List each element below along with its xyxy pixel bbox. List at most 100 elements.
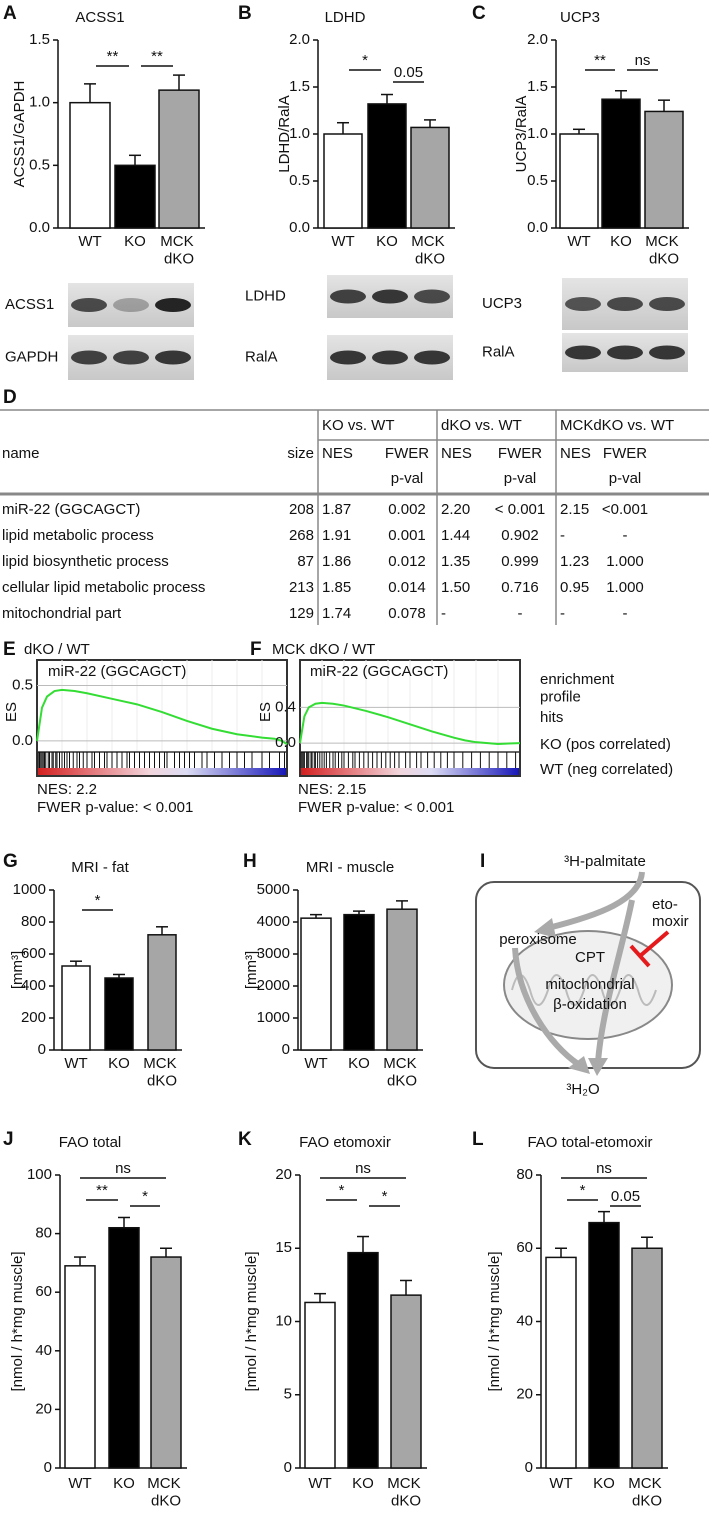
legend-entry-line: profile bbox=[540, 688, 581, 705]
bar bbox=[150, 1256, 182, 1469]
bar bbox=[158, 89, 200, 229]
significance-label: 0.05 bbox=[394, 64, 423, 81]
legend-entry: KO (pos correlated) bbox=[540, 736, 671, 753]
panel-label: E bbox=[3, 639, 16, 660]
bar bbox=[390, 1294, 422, 1469]
y-tick-label: 1.5 bbox=[29, 31, 50, 48]
y-tick-label: 0.0 bbox=[12, 732, 33, 749]
x-tick-label: MCK dKO bbox=[143, 1055, 181, 1089]
x-tick-label: WT bbox=[308, 1475, 331, 1492]
blot-band bbox=[113, 350, 149, 365]
y-tick-label: 0.5 bbox=[12, 676, 33, 693]
y-tick-label: 80 bbox=[516, 1166, 533, 1183]
x-tick-label-line: MCK bbox=[628, 1475, 666, 1492]
y-tick-label: 60 bbox=[516, 1239, 533, 1256]
blot-label: GAPDH bbox=[5, 348, 58, 365]
blot-band bbox=[414, 350, 450, 365]
table-cell: lipid biosynthetic process bbox=[2, 553, 169, 570]
bar bbox=[347, 1251, 379, 1469]
bar bbox=[64, 1265, 96, 1469]
panel-label: K bbox=[238, 1129, 252, 1150]
chart-subtitle: miR-22 (GGCAGCT) bbox=[310, 663, 448, 680]
blot-band bbox=[565, 297, 601, 311]
blot-label: LDHD bbox=[245, 287, 286, 304]
panel-label: A bbox=[3, 3, 17, 24]
panel-label: I bbox=[480, 851, 485, 872]
x-tick-label: KO bbox=[376, 233, 398, 250]
bar bbox=[147, 934, 177, 1051]
legend-entry: WT (neg correlated) bbox=[540, 761, 673, 778]
bar bbox=[343, 913, 375, 1051]
cristae bbox=[511, 974, 657, 1006]
y-tick-label: 0 bbox=[38, 1041, 46, 1058]
chart-title: ACSS1 bbox=[75, 9, 124, 26]
table-cell: 208 bbox=[289, 501, 314, 518]
blot-label: UCP3 bbox=[482, 295, 522, 312]
table-header: NES bbox=[322, 445, 353, 462]
y-tick-label: 15 bbox=[275, 1239, 292, 1256]
x-tick-label: WT bbox=[567, 233, 590, 250]
x-tick-label-line: MCK bbox=[143, 1055, 181, 1072]
table-cell: cellular lipid metabolic process bbox=[2, 579, 205, 596]
significance-label: * bbox=[95, 892, 101, 909]
table-cell: 1.000 bbox=[606, 579, 644, 596]
blot-band bbox=[330, 289, 366, 304]
table-cell: 87 bbox=[297, 553, 314, 570]
x-tick-label: KO bbox=[352, 1475, 374, 1492]
y-tick-label: 1.5 bbox=[527, 78, 548, 95]
table-cell: <0.001 bbox=[602, 501, 648, 518]
y-tick-label: 20 bbox=[35, 1400, 52, 1417]
x-tick-label-line: MCK bbox=[387, 1475, 425, 1492]
table-cell: 1.85 bbox=[322, 579, 351, 596]
x-tick-label: WT bbox=[78, 233, 101, 250]
table-cell: 1.23 bbox=[560, 553, 589, 570]
x-tick-label-line: MCK bbox=[645, 233, 683, 250]
arrowhead bbox=[588, 1058, 608, 1076]
y-tick-label: 40 bbox=[35, 1342, 52, 1359]
bar bbox=[367, 103, 407, 229]
y-tick-label: 2000 bbox=[257, 977, 290, 994]
bar bbox=[386, 908, 418, 1051]
x-tick-label-line: MCK bbox=[383, 1055, 421, 1072]
table-header: NES bbox=[560, 445, 591, 462]
x-tick-label: MCK dKO bbox=[383, 1055, 421, 1089]
panel-label: H bbox=[243, 851, 257, 872]
blot-band bbox=[372, 350, 408, 365]
y-tick-label: 1.0 bbox=[29, 94, 50, 111]
bar bbox=[304, 1301, 336, 1469]
blot-band bbox=[607, 345, 643, 360]
y-tick-label: 1000 bbox=[257, 1009, 290, 1026]
table-group-header: dKO vs. WT bbox=[441, 417, 522, 434]
significance-label: * bbox=[580, 1182, 586, 1199]
bar bbox=[601, 98, 641, 229]
table-cell: lipid metabolic process bbox=[2, 527, 154, 544]
inhibition bbox=[638, 930, 670, 958]
table-cell: < 0.001 bbox=[495, 501, 545, 518]
blot-band bbox=[71, 350, 107, 365]
bar bbox=[300, 917, 332, 1051]
table-cell: 1.000 bbox=[606, 553, 644, 570]
blot-band bbox=[607, 297, 643, 311]
table-cell: 0.078 bbox=[388, 605, 426, 622]
table-header: size bbox=[287, 445, 314, 462]
table-cell: miR-22 (GGCAGCT) bbox=[2, 501, 140, 518]
inhibition-bar bbox=[629, 944, 651, 968]
x-tick-label-line: MCK bbox=[411, 233, 449, 250]
significance-label: ns bbox=[115, 1160, 131, 1177]
blot-band bbox=[155, 350, 191, 365]
x-tick-label: WT bbox=[331, 233, 354, 250]
significance-label: ns bbox=[635, 52, 651, 69]
x-tick-label-line: dKO bbox=[632, 1492, 662, 1509]
y-axis-label: ES bbox=[257, 702, 274, 722]
legend-entry-line: enrichment bbox=[540, 671, 618, 688]
y-axis-label: LDHD/RalA bbox=[276, 95, 293, 173]
y-tick-label: 1.5 bbox=[289, 78, 310, 95]
y-tick-label: 800 bbox=[21, 913, 46, 930]
diagram-inhibitor: moxir bbox=[652, 913, 689, 930]
panel-label: L bbox=[472, 1129, 484, 1150]
table-cell: 268 bbox=[289, 527, 314, 544]
panel-label: C bbox=[472, 3, 486, 24]
bar bbox=[644, 110, 684, 229]
y-tick-label: 20 bbox=[275, 1166, 292, 1183]
legend-entry: enrichment profile bbox=[540, 671, 618, 705]
